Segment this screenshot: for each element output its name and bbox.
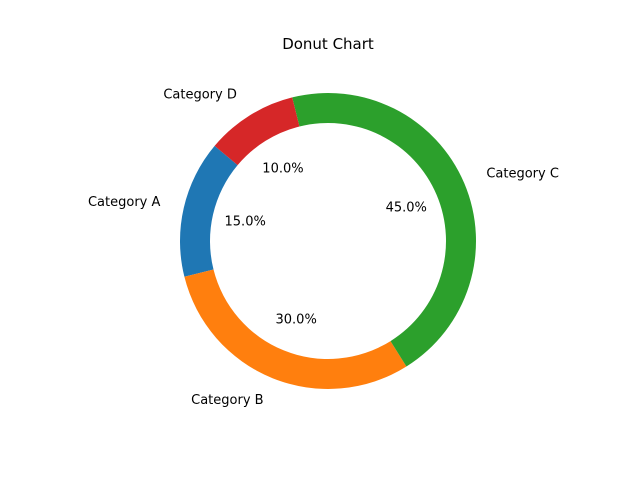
category-label-category-a: Category A <box>88 195 161 210</box>
category-label-category-d: Category D <box>163 88 237 103</box>
percent-label-category-a: 15.0% <box>225 214 266 229</box>
category-label-category-c: Category C <box>486 166 559 181</box>
donut-slice-category-b <box>184 269 407 389</box>
category-label-category-b: Category B <box>191 393 263 408</box>
percent-label-category-b: 30.0% <box>276 312 317 327</box>
percent-label-category-c: 45.0% <box>386 200 427 215</box>
chart-title: Donut Chart <box>282 35 374 53</box>
percent-label-category-d: 10.0% <box>262 161 303 176</box>
percent-labels: 15.0% 30.0% 45.0% 10.0% <box>225 161 427 327</box>
donut-slice-category-d <box>214 97 300 166</box>
slices-group <box>180 93 476 389</box>
category-labels: Category A Category B Category C Category D <box>88 88 559 408</box>
donut-slice-category-c <box>292 93 476 367</box>
donut-slice-category-a <box>180 145 238 277</box>
